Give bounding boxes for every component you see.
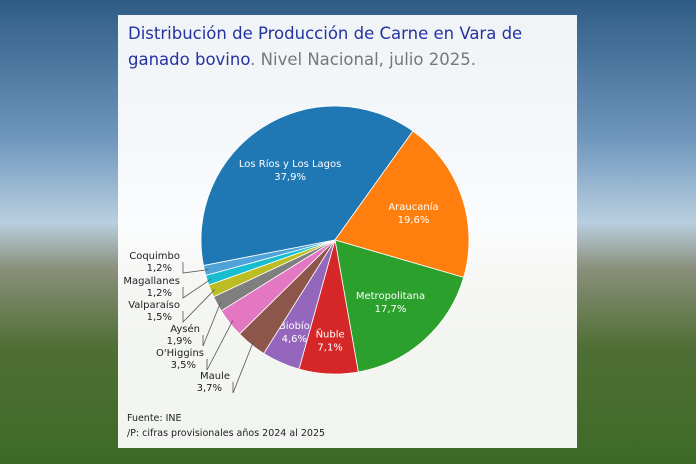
slice-label: Biobío	[279, 320, 310, 332]
title-block: Distribución de Producción de Carne en V…	[128, 21, 573, 73]
slice-label: Aysén	[170, 323, 200, 335]
slice-label: Ñuble	[316, 327, 345, 340]
value-label: 1,9%	[167, 336, 192, 347]
value-label: 17,7%	[375, 304, 407, 315]
slice-label: Metropolitana	[356, 291, 425, 302]
slice-label: Valparaíso	[128, 299, 180, 311]
leader-line	[182, 262, 209, 274]
slice-label: Araucanía	[388, 201, 438, 213]
slice-label: Coquimbo	[129, 251, 180, 262]
note: /P: cifras provisionales años 2024 al 20…	[127, 428, 326, 439]
pie-slice	[334, 239, 465, 373]
value-label: 1,5%	[147, 312, 172, 323]
chart-panel: Distribución de Producción de Carne en V…	[118, 15, 577, 448]
value-label: 1,2%	[147, 288, 172, 299]
slice-label: Magallanes	[123, 276, 180, 287]
value-label: 19,6%	[398, 215, 430, 226]
pie-slice	[200, 105, 414, 267]
pie-slice	[334, 130, 470, 278]
leader-line	[182, 289, 216, 323]
slice-label: Maule	[200, 371, 230, 382]
leader-line	[232, 341, 254, 394]
value-label: 1,2%	[147, 263, 172, 274]
leader-line	[202, 301, 222, 347]
value-label: 37,9%	[274, 172, 306, 183]
leader-line	[206, 320, 234, 371]
value-label: 3,5%	[171, 360, 196, 371]
value-label: 7,1%	[317, 342, 342, 353]
value-label: 3,7%	[197, 383, 222, 394]
slice-label: O'Higgins	[156, 348, 204, 359]
leader-line	[182, 278, 212, 299]
value-label: 4,6%	[282, 334, 307, 345]
chart: Los Ríos y Los Lagos 37,9% Araucanía 19,6% M…	[123, 105, 470, 394]
chart-title: Distribución de Producción de Carne en V…	[128, 24, 523, 69]
slice-label: Los Ríos y Los Lagos	[239, 158, 342, 170]
source: Fuente: INE	[127, 413, 182, 424]
chart-subtitle: . Nivel Nacional, julio 2025.	[250, 50, 476, 69]
